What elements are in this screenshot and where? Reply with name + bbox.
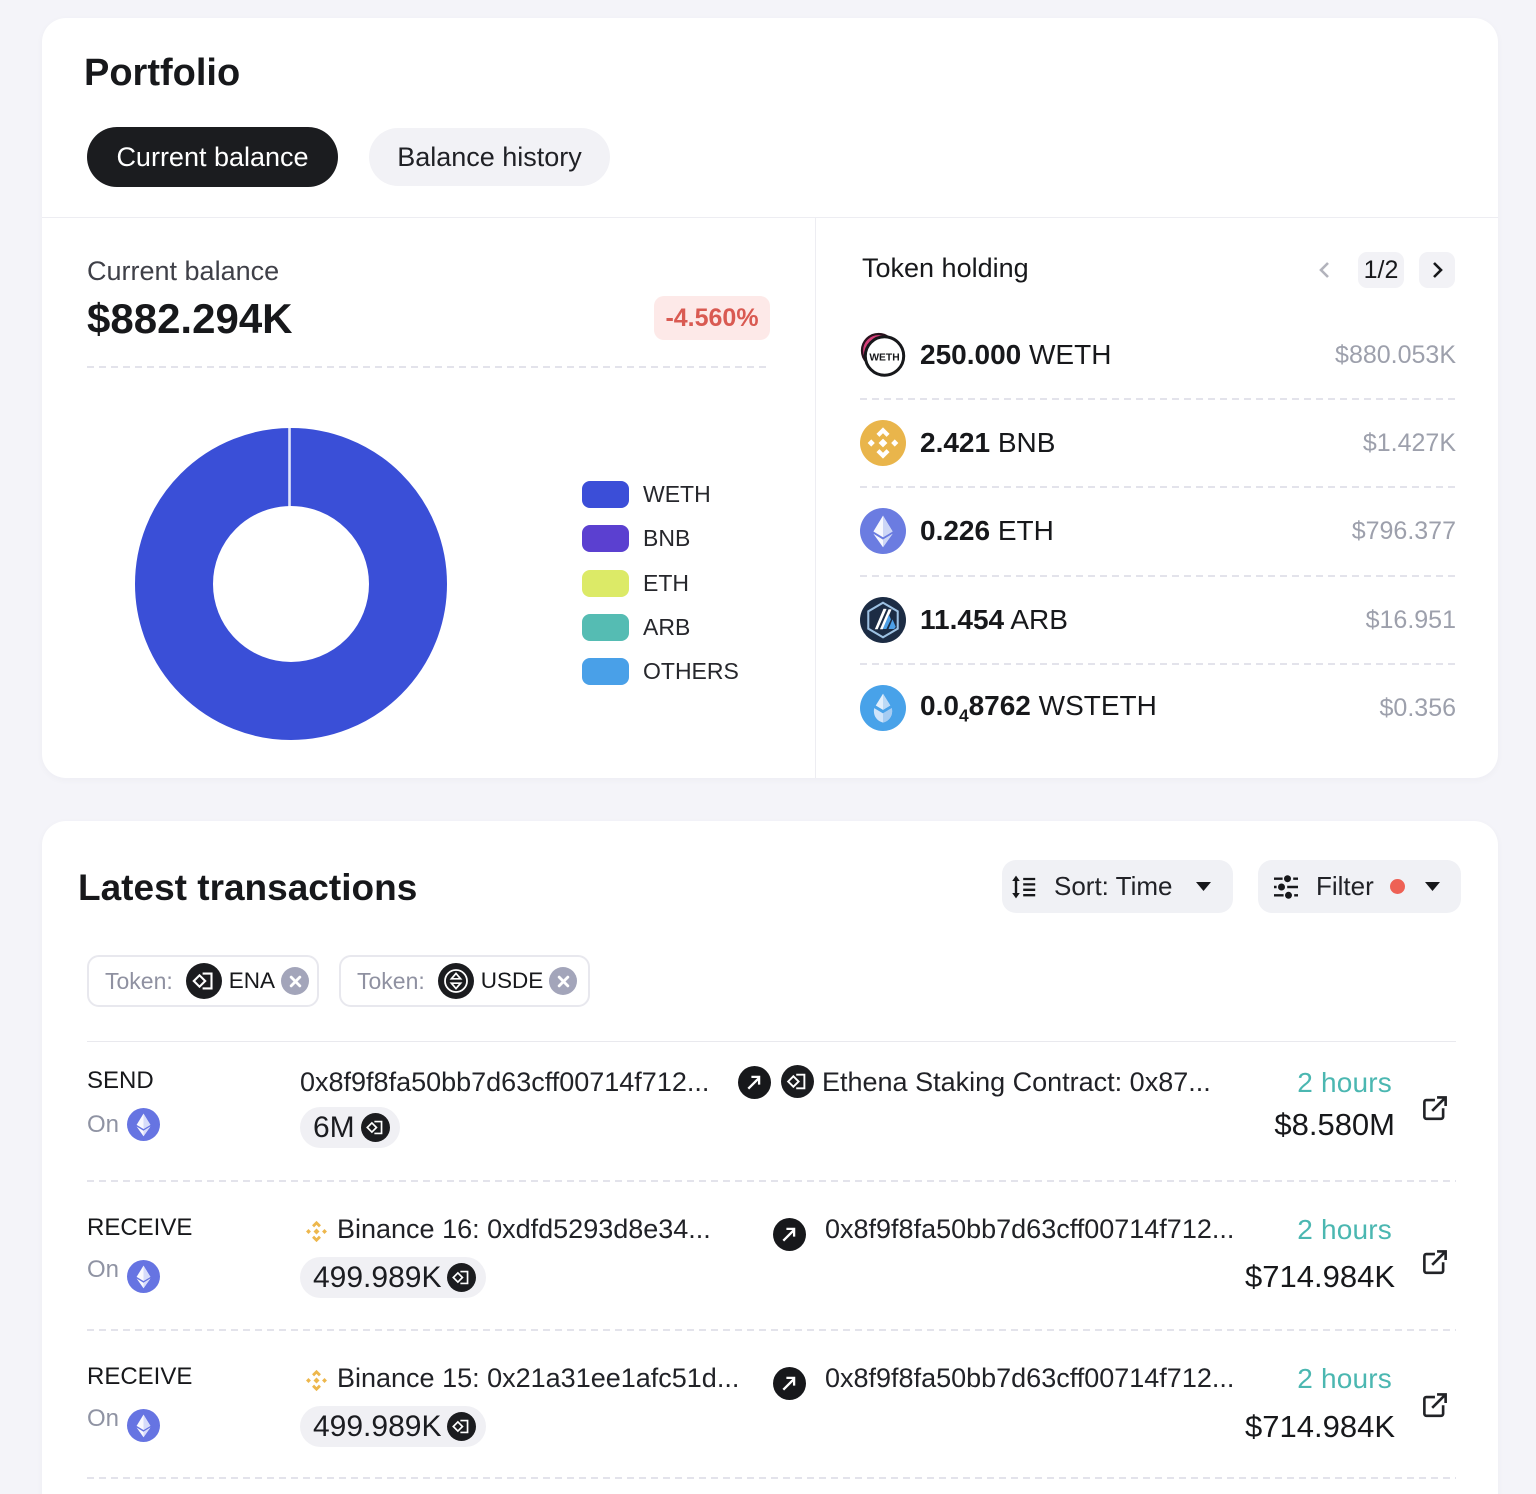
svg-text:WETH: WETH [869, 352, 899, 363]
